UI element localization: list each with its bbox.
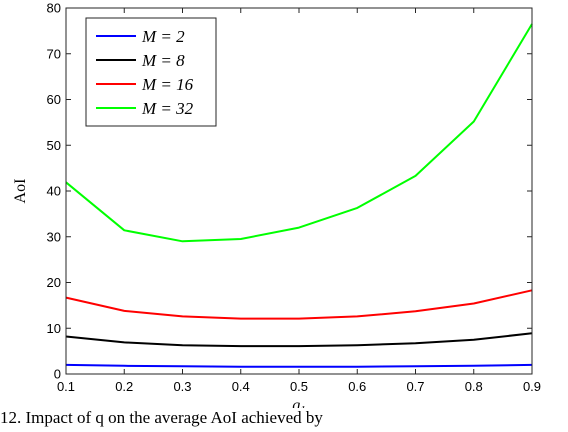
figure-caption: 12. Impact of q on the average AoI achie… <box>0 408 323 427</box>
y-tick-label: 10 <box>47 321 61 336</box>
x-tick-label: 0.7 <box>406 379 424 394</box>
y-tick-label: 60 <box>47 92 61 107</box>
y-tick-label: 80 <box>47 1 61 16</box>
x-tick-label: 0.5 <box>290 379 308 394</box>
x-tick-label: 0.8 <box>465 379 483 394</box>
series-line-m32 <box>65 23 533 243</box>
legend-label: M = 16 <box>141 75 194 94</box>
series-line-m8 <box>65 332 533 348</box>
x-tick-label: 0.1 <box>57 379 75 394</box>
x-axis-label-subscript: 1 <box>300 404 306 408</box>
x-tick-label: 0.9 <box>523 379 541 394</box>
y-tick-label: 30 <box>47 229 61 244</box>
plot-frame <box>65 7 533 375</box>
y-tick-label: 70 <box>47 46 61 61</box>
x-axis-label-q: q <box>292 397 300 408</box>
axis-ticks: 0.1 0.2 0.3 0.4 0.5 0.6 0.7 0.8 0.9 0 10 20 30 40 50 60… <box>47 1 542 395</box>
x-tick-label: 0.3 <box>173 379 191 394</box>
legend-label: M = 2 <box>141 27 185 46</box>
series-line-m16 <box>65 289 533 320</box>
series-lines <box>65 23 533 368</box>
series-line-m2 <box>65 363 533 368</box>
x-axis-label: q1 <box>292 397 306 408</box>
y-axis-label: AoI <box>12 179 29 204</box>
y-tick-label: 20 <box>47 275 61 290</box>
y-tick-label: 40 <box>47 184 61 199</box>
x-tick-label: 0.4 <box>232 379 250 394</box>
legend-label: M = 8 <box>141 51 185 70</box>
legend-label: M = 32 <box>141 99 194 118</box>
x-tick-label: 0.6 <box>348 379 366 394</box>
y-tick-label: 50 <box>47 138 61 153</box>
legend: M = 2 M = 8 M = 16 M = 32 <box>85 17 217 127</box>
aoi-line-chart: 0.1 0.2 0.3 0.4 0.5 0.6 0.7 0.8 0.9 0 10 20 30 40 50 60… <box>12 1 542 409</box>
y-tick-label: 0 <box>54 367 61 382</box>
x-tick-label: 0.2 <box>115 379 133 394</box>
